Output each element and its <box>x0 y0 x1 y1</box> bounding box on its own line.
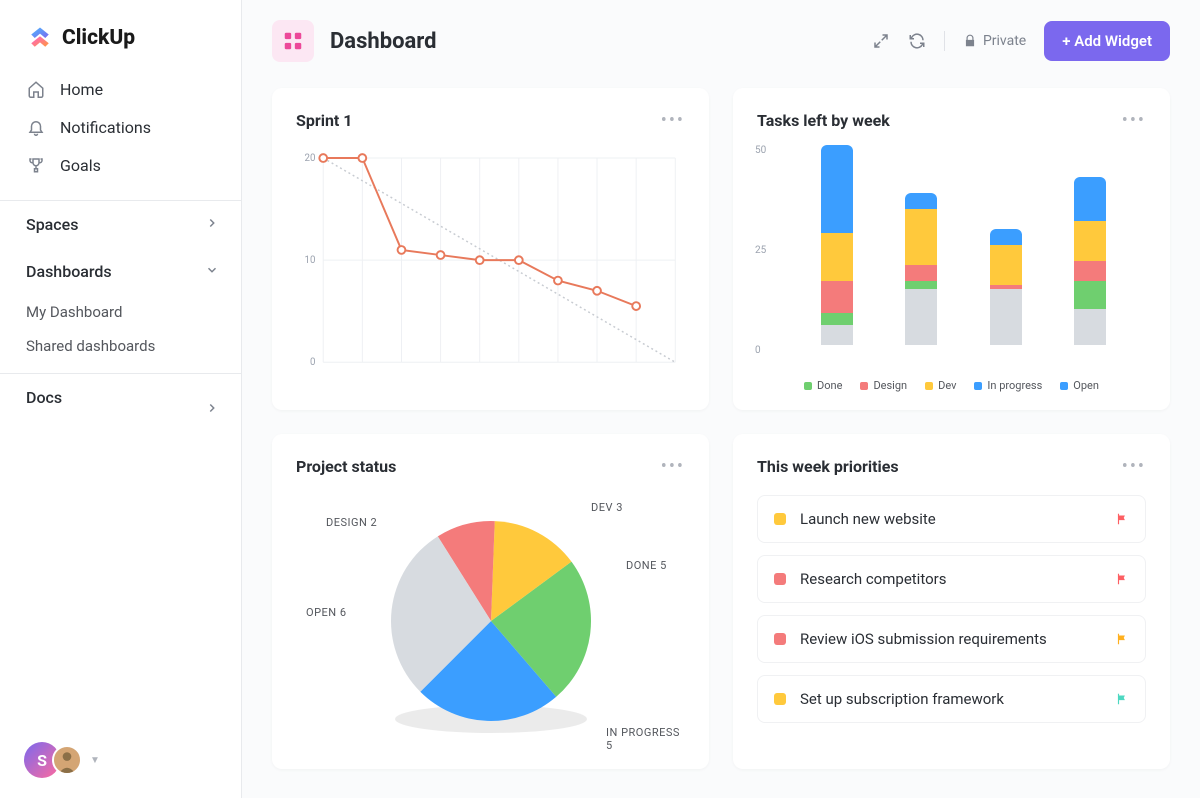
dashboard-icon <box>272 20 314 62</box>
more-icon[interactable]: ••• <box>661 456 685 477</box>
flag-icon <box>1115 692 1129 706</box>
legend: Done Design Dev In progress Open <box>757 379 1146 392</box>
priority-item[interactable]: Research competitors <box>757 555 1146 603</box>
legend-item: Dev <box>925 379 956 392</box>
priority-item[interactable]: Set up subscription framework <box>757 675 1146 723</box>
priority-label: Set up subscription framework <box>800 690 1101 708</box>
flag-icon <box>1115 512 1129 526</box>
svg-text:0: 0 <box>310 357 315 368</box>
docs-label: Docs <box>26 388 62 407</box>
card-sprint: Sprint 1 ••• 20 10 0 <box>272 88 709 410</box>
lock-icon <box>963 34 977 48</box>
clickup-logo-icon <box>26 24 54 52</box>
logo[interactable]: ClickUp <box>0 0 241 70</box>
pie-label: DEV 3 <box>591 501 623 514</box>
card-title: Project status <box>296 457 396 476</box>
bar <box>905 193 937 345</box>
pie-label: DONE 5 <box>626 559 667 572</box>
pie-chart: IN PROGRESS 5 DONE 5 DEV 3 DESIGN 2 OPEN 6 <box>296 491 685 751</box>
card-priorities: This week priorities ••• Launch new webs… <box>733 434 1170 769</box>
nav-goals-label: Goals <box>60 156 101 175</box>
priority-label: Review iOS submission requirements <box>800 630 1101 648</box>
bar <box>990 229 1022 345</box>
svg-text:10: 10 <box>305 255 316 266</box>
more-icon[interactable]: ••• <box>1122 456 1146 477</box>
nav-home-label: Home <box>60 80 103 99</box>
card-title: Tasks left by week <box>757 111 890 130</box>
more-icon[interactable]: ••• <box>1122 110 1146 131</box>
status-square <box>774 693 786 705</box>
bar <box>821 145 853 345</box>
bar <box>1074 177 1106 345</box>
flag-icon <box>1115 632 1129 646</box>
legend-item: Done <box>804 379 842 392</box>
legend-item: Open <box>1060 379 1099 392</box>
nav-home[interactable]: Home <box>0 70 241 108</box>
card-tasks-week: Tasks left by week ••• 50250 DoneDesignD… <box>733 88 1170 410</box>
trophy-icon <box>26 155 46 175</box>
home-icon <box>26 79 46 99</box>
spaces-label: Spaces <box>26 215 78 234</box>
sidebar: ClickUp Home Notifications Goals <box>0 0 242 798</box>
flag-icon <box>1115 572 1129 586</box>
caret-down-icon: ▼ <box>90 755 100 766</box>
more-icon[interactable]: ••• <box>661 110 685 131</box>
status-square <box>774 573 786 585</box>
nav-primary: Home Notifications Goals <box>0 70 241 200</box>
card-title: This week priorities <box>757 457 899 476</box>
page-title: Dashboard <box>330 29 856 54</box>
section-docs[interactable]: Docs <box>0 373 241 421</box>
priority-label: Launch new website <box>800 510 1101 528</box>
avatar <box>52 745 82 775</box>
expand-icon[interactable] <box>872 32 890 50</box>
chevron-right-icon <box>205 215 219 234</box>
chevron-down-icon <box>205 262 219 281</box>
priority-label: Research competitors <box>800 570 1101 588</box>
priority-item[interactable]: Launch new website <box>757 495 1146 543</box>
nav-goals[interactable]: Goals <box>0 146 241 184</box>
add-widget-button[interactable]: + Add Widget <box>1044 21 1170 61</box>
nav-notifications-label: Notifications <box>60 118 151 137</box>
card-title: Sprint 1 <box>296 111 352 130</box>
sidebar-item-my-dashboard[interactable]: My Dashboard <box>0 295 241 329</box>
private-indicator[interactable]: Private <box>963 33 1026 49</box>
chevron-right-icon <box>205 400 219 419</box>
private-label: Private <box>983 33 1026 49</box>
legend-item: Design <box>860 379 907 392</box>
user-avatars[interactable]: S ▼ <box>24 742 100 778</box>
bar-chart: 50250 <box>757 145 1146 365</box>
section-dashboards[interactable]: Dashboards <box>0 248 241 295</box>
dashboards-label: Dashboards <box>26 262 112 281</box>
main-content: Dashboard Private + Add Widget <box>242 0 1200 798</box>
nav-notifications[interactable]: Notifications <box>0 108 241 146</box>
pie-label: IN PROGRESS 5 <box>606 726 685 752</box>
pie-label: OPEN 6 <box>306 606 347 619</box>
svg-text:20: 20 <box>305 153 316 164</box>
topbar: Dashboard Private + Add Widget <box>242 0 1200 82</box>
priority-list: Launch new website Research competitors … <box>757 495 1146 723</box>
status-square <box>774 513 786 525</box>
logo-text: ClickUp <box>62 26 135 50</box>
refresh-icon[interactable] <box>908 32 926 50</box>
priority-item[interactable]: Review iOS submission requirements <box>757 615 1146 663</box>
bell-icon <box>26 117 46 137</box>
pie-label: DESIGN 2 <box>326 516 377 529</box>
legend-item: In progress <box>974 379 1042 392</box>
section-spaces[interactable]: Spaces <box>0 200 241 248</box>
sidebar-item-shared-dashboards[interactable]: Shared dashboards <box>0 329 241 363</box>
card-project-status: Project status ••• IN PROGRESS 5 DONE 5 DE… <box>272 434 709 769</box>
sprint-chart: 20 10 0 <box>296 145 685 389</box>
status-square <box>774 633 786 645</box>
